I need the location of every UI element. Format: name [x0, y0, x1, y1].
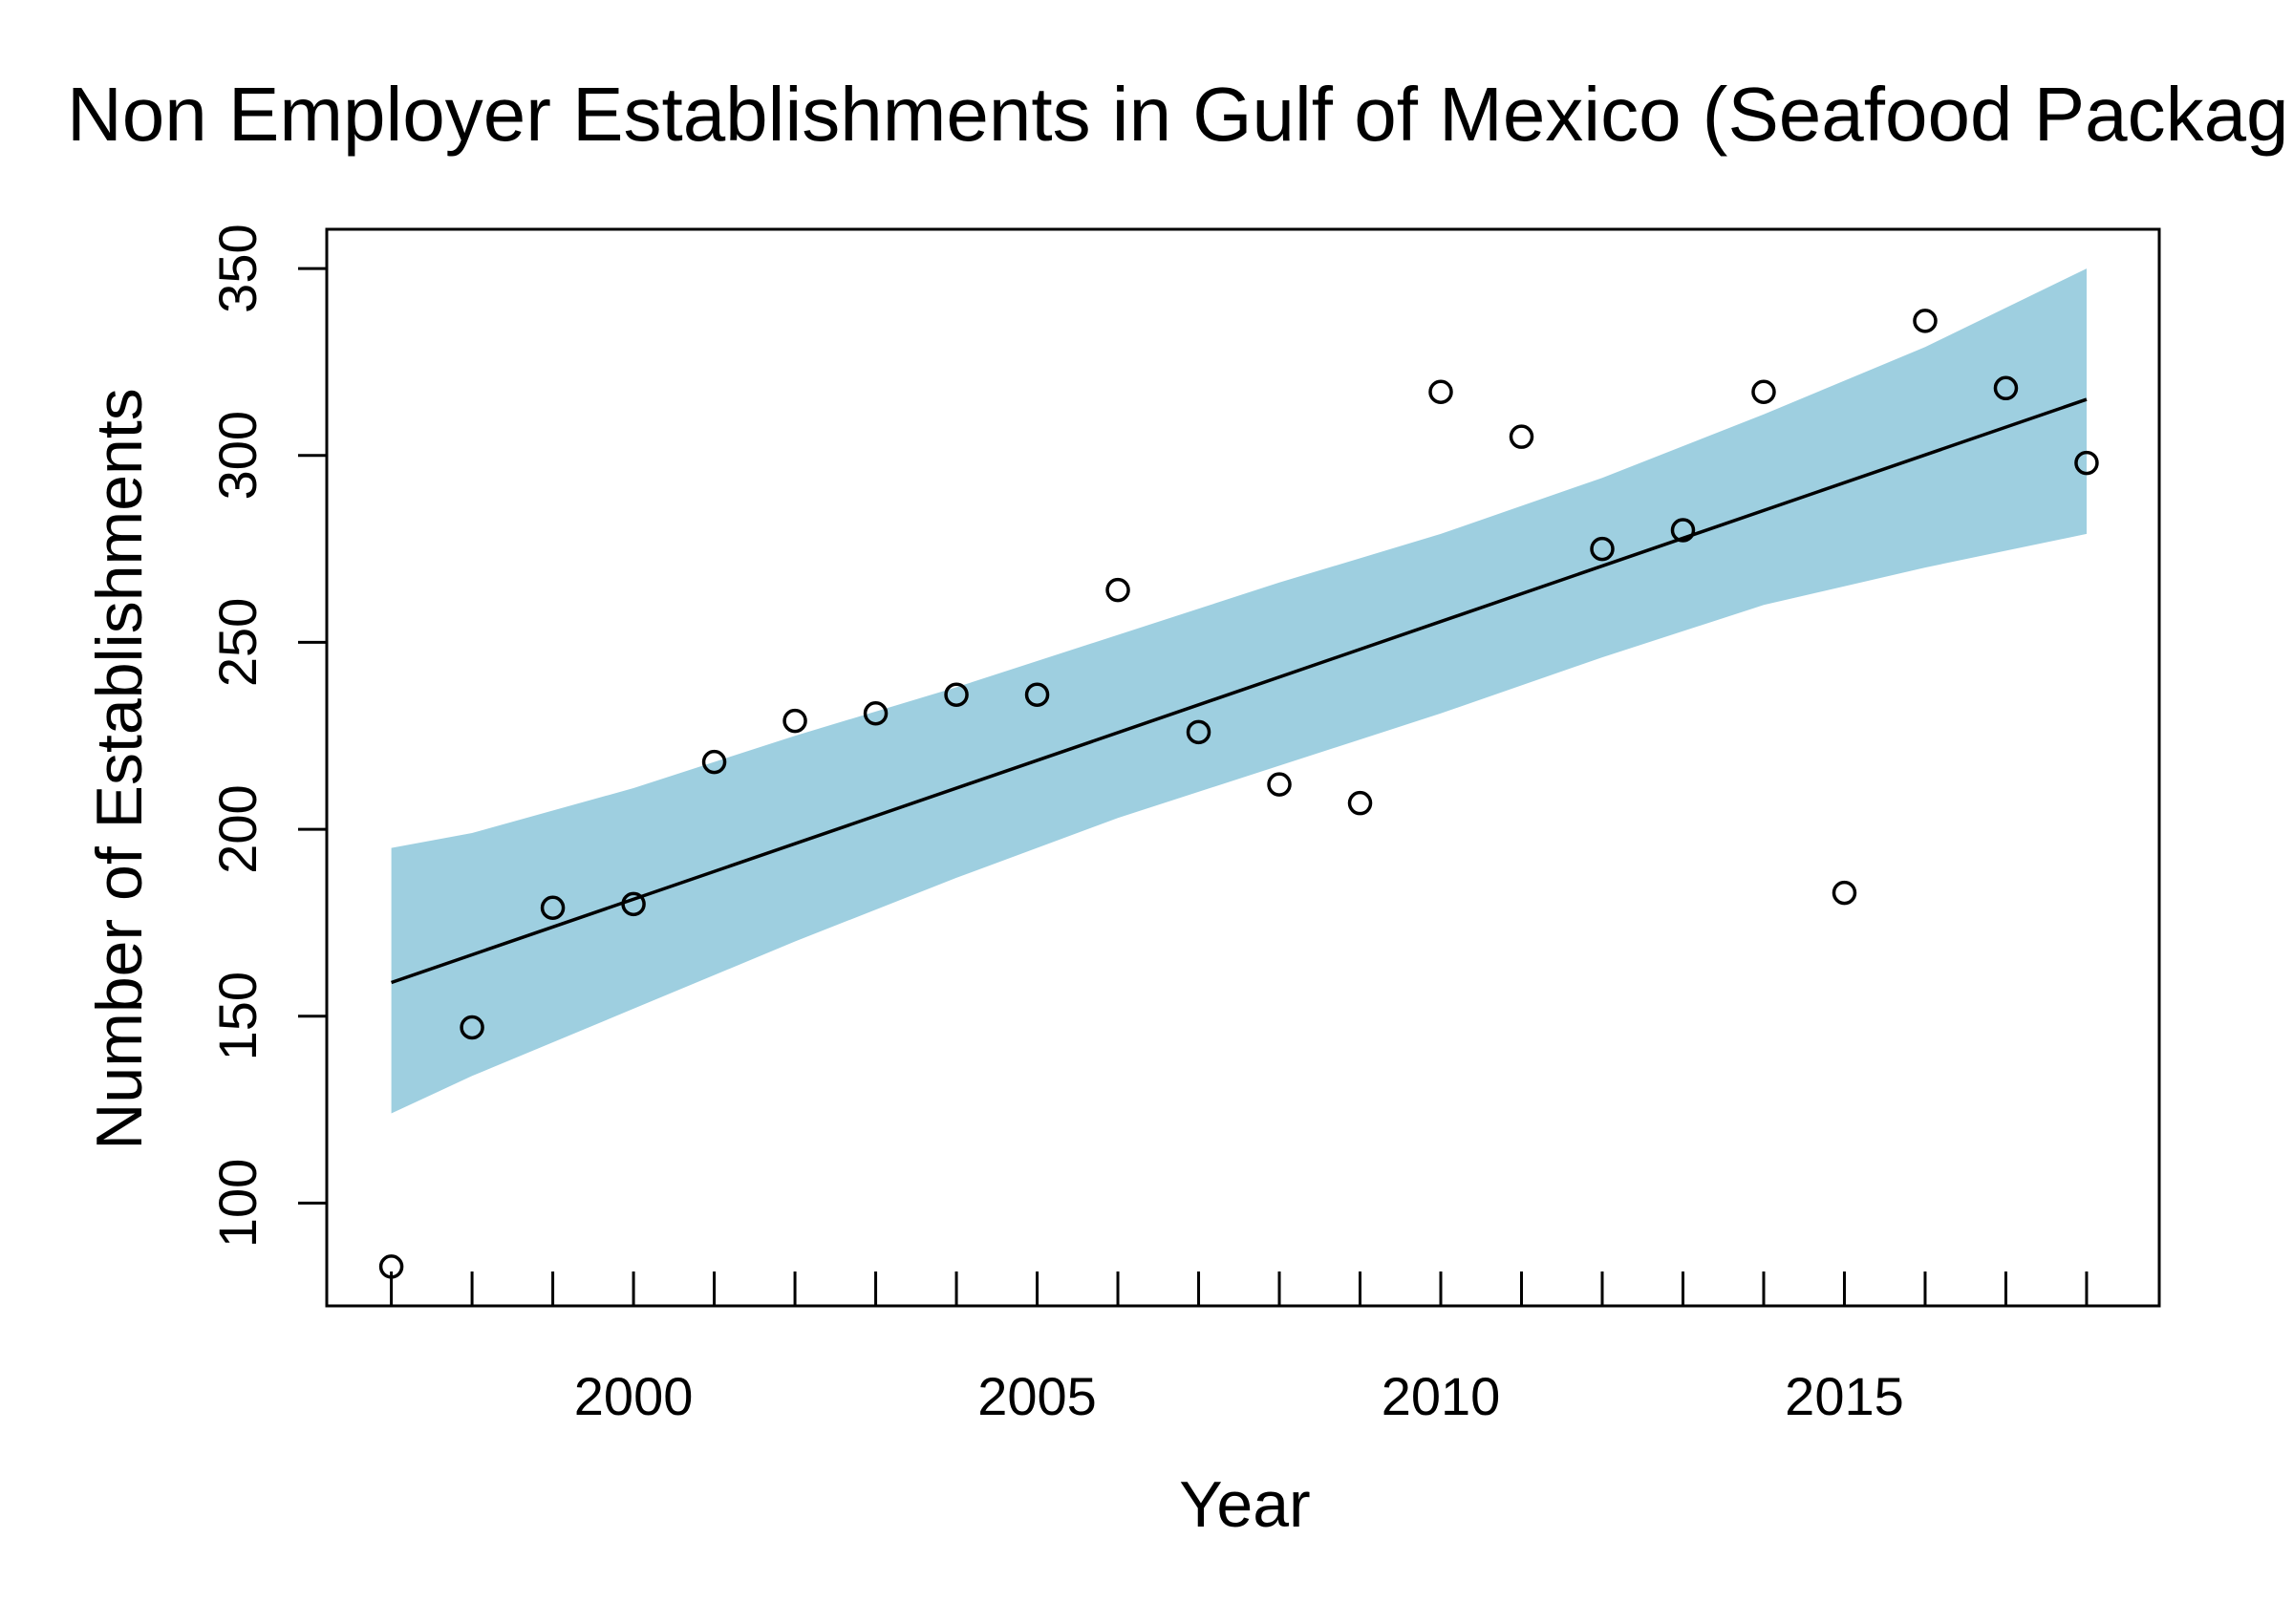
data-point [1186, 719, 1211, 745]
data-point [1993, 375, 2019, 401]
data-point [1832, 880, 1857, 906]
data-point [1428, 379, 1453, 404]
data-point [540, 895, 566, 920]
data-point [782, 708, 807, 734]
y-tick-label: 250 [207, 598, 268, 687]
x-tick-label: 2015 [1785, 1366, 1904, 1426]
plot-area [378, 268, 2099, 1279]
data-point [1670, 518, 1696, 543]
data-point [1024, 682, 1050, 707]
x-tick-label: 2010 [1382, 1366, 1501, 1426]
data-point [944, 682, 969, 707]
data-point [1590, 536, 1615, 562]
y-tick-label: 350 [207, 224, 268, 312]
y-tick-label: 100 [207, 1159, 268, 1248]
data-point [1347, 790, 1373, 816]
y-axis-label: Number of Establishments [83, 388, 156, 1149]
data-point [863, 701, 889, 726]
x-tick-label: 2005 [977, 1366, 1097, 1426]
fit-line [391, 397, 2088, 985]
data-point [701, 749, 727, 775]
data-point [2074, 450, 2099, 476]
x-tick-label: 2000 [574, 1366, 694, 1426]
y-tick-label: 200 [207, 784, 268, 873]
y-axis: 100 150 200 250 300 350 [207, 224, 327, 1248]
x-axis: 2000 2005 2010 2015 [390, 1271, 2089, 1426]
plot-frame [325, 227, 2161, 1308]
x-axis-label: Year [1179, 1468, 1310, 1541]
data-point [621, 891, 646, 917]
data-point [1105, 577, 1130, 603]
y-tick-label: 150 [207, 972, 268, 1060]
data-point [1509, 424, 1534, 449]
data-point [1913, 309, 1938, 333]
data-point [460, 1015, 484, 1040]
data-point [1751, 379, 1776, 404]
data-point [1267, 772, 1292, 797]
y-tick-label: 300 [207, 411, 268, 500]
chart-title: Non Employer Establishments in Gulf of M… [67, 72, 2289, 157]
